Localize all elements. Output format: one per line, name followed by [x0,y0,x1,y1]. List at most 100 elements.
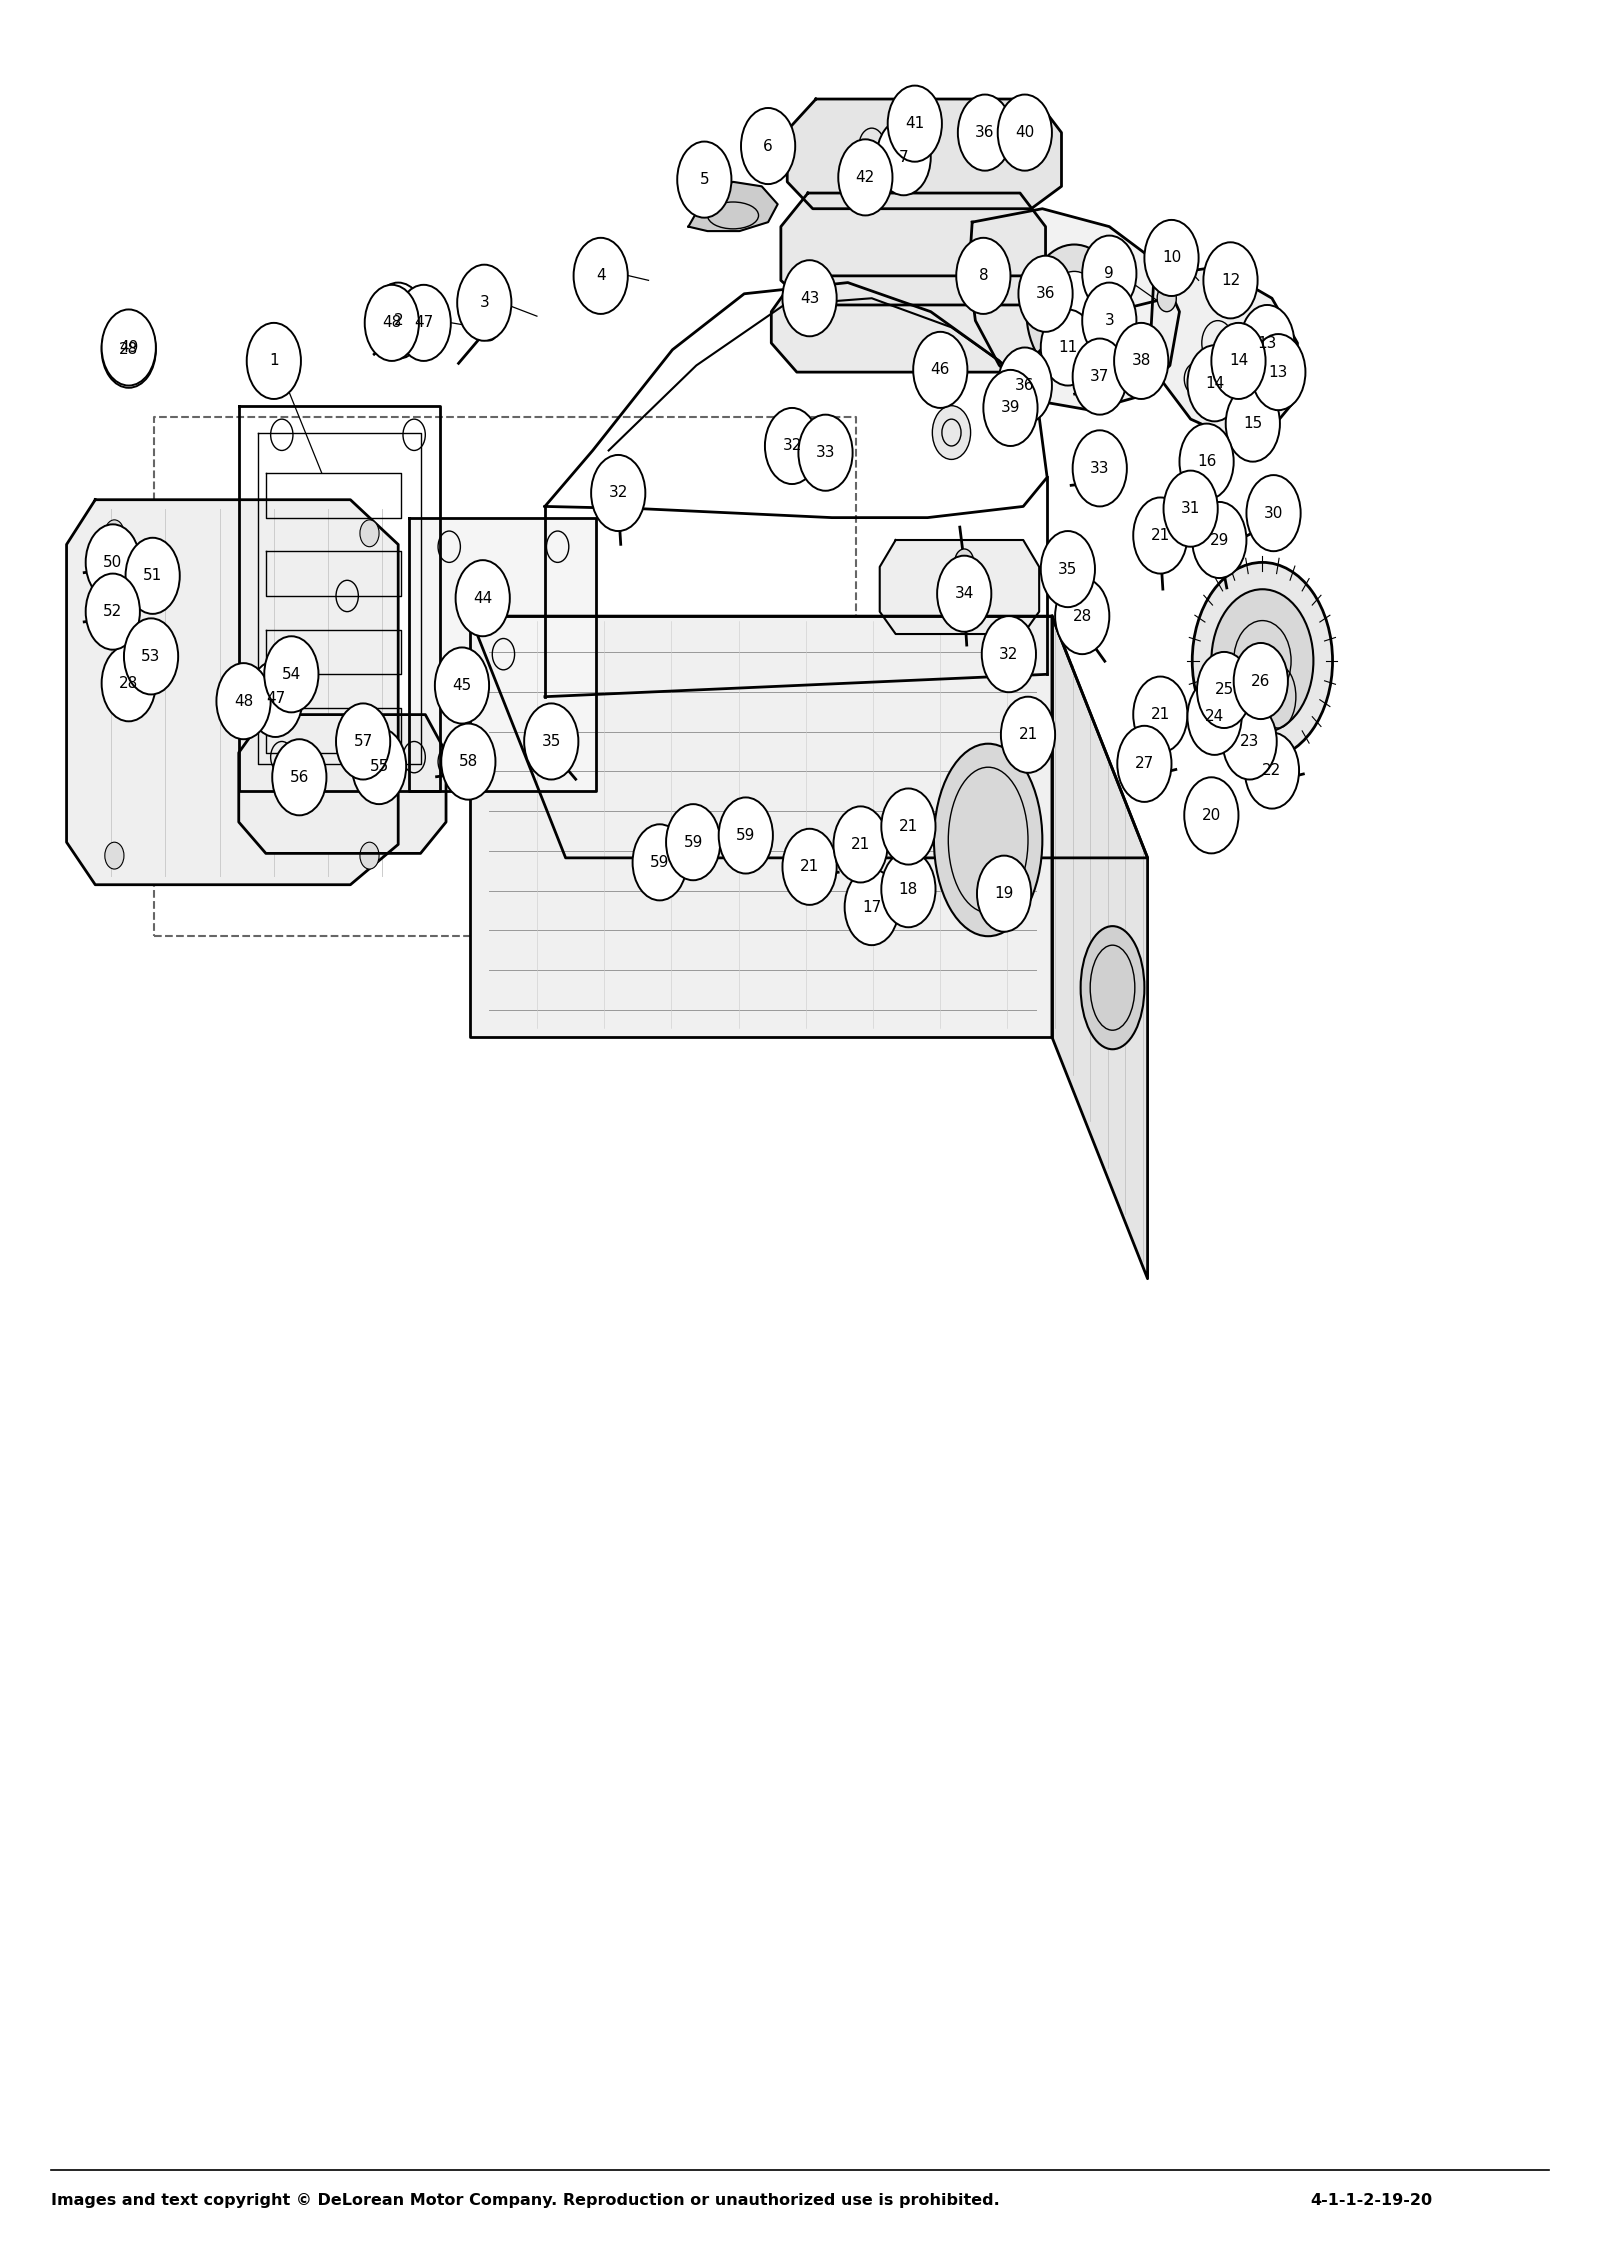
Circle shape [888,85,942,162]
Circle shape [1114,323,1168,399]
Text: 17: 17 [862,900,882,916]
Circle shape [1082,283,1136,359]
Circle shape [998,94,1051,171]
Circle shape [718,797,773,873]
Circle shape [782,828,837,904]
Text: 43: 43 [800,292,819,305]
Circle shape [1226,386,1280,462]
Circle shape [1082,236,1136,312]
Circle shape [264,637,318,711]
Text: 35: 35 [1058,561,1077,577]
Circle shape [371,283,426,359]
Circle shape [456,561,510,637]
Circle shape [1133,675,1187,752]
Circle shape [106,842,123,868]
Circle shape [982,617,1035,691]
Polygon shape [470,617,1051,1037]
Text: 28: 28 [118,343,138,357]
Circle shape [955,592,974,619]
Text: 46: 46 [931,361,950,377]
Circle shape [1211,323,1266,399]
Circle shape [1016,384,1034,411]
Text: 12: 12 [1221,274,1240,287]
Circle shape [1187,678,1242,754]
Text: 13: 13 [1258,337,1277,350]
Text: 1: 1 [269,352,278,368]
Circle shape [1262,767,1282,794]
Text: 56: 56 [290,770,309,785]
Circle shape [1234,644,1288,718]
Text: 20: 20 [1202,808,1221,824]
Text: 16: 16 [1197,453,1216,469]
Text: 47: 47 [414,316,434,330]
Circle shape [933,406,971,460]
Text: 5: 5 [699,173,709,186]
Circle shape [246,323,301,399]
Text: 10: 10 [1162,251,1181,265]
Text: 38: 38 [1131,352,1150,368]
Text: 27: 27 [1134,756,1154,772]
Circle shape [86,574,139,651]
Text: 37: 37 [1090,368,1109,384]
Text: 49: 49 [118,341,139,355]
Circle shape [914,332,968,408]
Text: 48: 48 [234,693,253,709]
Polygon shape [1150,267,1298,438]
Circle shape [458,265,512,341]
Circle shape [998,348,1051,424]
Text: 31: 31 [1181,500,1200,516]
Circle shape [984,370,1037,447]
Text: 32: 32 [608,485,627,500]
Circle shape [736,830,755,857]
Circle shape [248,662,302,736]
Circle shape [590,456,645,532]
Circle shape [978,855,1030,931]
Circle shape [1045,272,1102,352]
Circle shape [1117,725,1171,801]
Text: 35: 35 [541,734,562,749]
Text: 47: 47 [266,691,285,707]
Circle shape [650,857,669,884]
Text: 36: 36 [976,126,995,139]
Circle shape [1179,424,1234,500]
Polygon shape [688,182,778,231]
Circle shape [1090,375,1109,402]
Polygon shape [67,500,398,884]
Circle shape [459,758,478,785]
Circle shape [216,664,270,738]
Circle shape [1150,536,1170,563]
Text: 32: 32 [998,646,1019,662]
Ellipse shape [1080,927,1144,1050]
Circle shape [1090,469,1109,496]
Circle shape [1211,590,1314,732]
Polygon shape [238,714,446,853]
Text: 14: 14 [1229,352,1248,368]
Text: 39: 39 [1000,399,1021,415]
Circle shape [845,868,899,945]
Polygon shape [1051,617,1147,1279]
Polygon shape [771,276,1046,373]
Circle shape [1035,294,1054,321]
Circle shape [957,238,1011,314]
Text: 19: 19 [995,886,1014,902]
Text: 30: 30 [1264,505,1283,521]
Circle shape [1222,702,1277,779]
Circle shape [1002,406,1021,433]
Circle shape [1002,696,1054,772]
Circle shape [632,824,686,900]
Text: 29: 29 [1210,532,1229,548]
Circle shape [1134,763,1154,790]
Text: 42: 42 [856,171,875,184]
Circle shape [838,139,893,215]
Circle shape [1245,732,1299,808]
Text: Images and text copyright © DeLorean Motor Company. Reproduction or unauthorized: Images and text copyright © DeLorean Mot… [51,2192,1000,2208]
Text: 18: 18 [899,882,918,898]
Text: 58: 58 [459,754,478,770]
Text: 34: 34 [955,586,974,601]
Circle shape [1072,339,1126,415]
Circle shape [336,702,390,779]
Circle shape [1040,532,1094,608]
Text: 44: 44 [474,590,493,606]
Text: 33: 33 [816,444,835,460]
Text: 24: 24 [1205,709,1224,725]
